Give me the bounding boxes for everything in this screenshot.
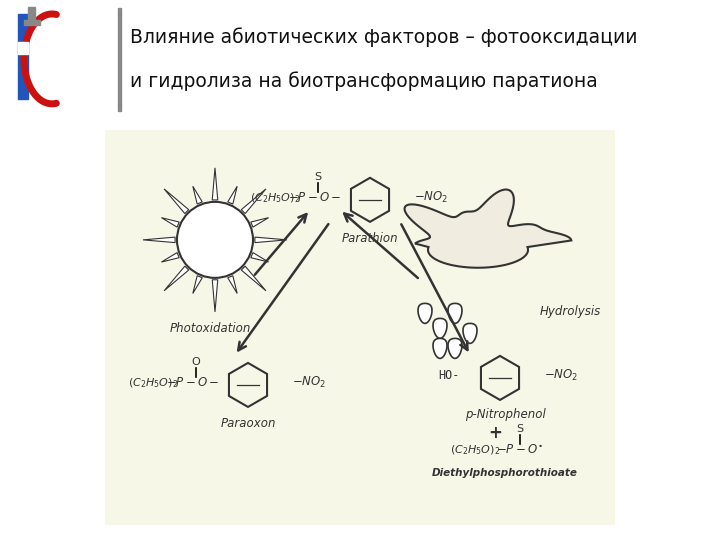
Text: Влияние абиотических факторов – фотооксидации: Влияние абиотических факторов – фотоокси…	[130, 27, 637, 47]
Polygon shape	[228, 276, 237, 293]
Polygon shape	[433, 319, 447, 339]
Text: Diethylphosphorothioate: Diethylphosphorothioate	[432, 468, 578, 478]
Polygon shape	[418, 303, 432, 323]
Bar	[18, 14, 28, 99]
Polygon shape	[228, 186, 237, 204]
Bar	[118, 8, 120, 111]
Text: $-P-O-$: $-P-O-$	[288, 191, 342, 204]
Polygon shape	[405, 190, 572, 268]
Text: $-NO_2$: $-NO_2$	[414, 190, 449, 205]
Bar	[18, 42, 28, 54]
Text: O: O	[192, 357, 200, 367]
Text: $-NO_2$: $-NO_2$	[544, 368, 578, 383]
Polygon shape	[463, 323, 477, 343]
Polygon shape	[433, 339, 447, 359]
Circle shape	[177, 202, 253, 278]
Text: +: +	[488, 424, 502, 442]
Polygon shape	[255, 237, 287, 242]
Bar	[28, 7, 35, 22]
Text: Paraoxon: Paraoxon	[220, 417, 276, 430]
Text: Parathion: Parathion	[342, 232, 398, 245]
Text: Hydrolysis: Hydrolysis	[540, 306, 601, 319]
Text: Photoxidation: Photoxidation	[169, 322, 251, 335]
Polygon shape	[251, 253, 269, 262]
Polygon shape	[164, 266, 189, 291]
Polygon shape	[448, 339, 462, 359]
Polygon shape	[161, 253, 179, 262]
Polygon shape	[143, 237, 175, 242]
Polygon shape	[212, 280, 217, 312]
Text: $(C_2H_5O)_2$: $(C_2H_5O)_2$	[128, 376, 178, 390]
Polygon shape	[193, 276, 202, 293]
Text: S: S	[516, 424, 523, 434]
Text: HO-: HO-	[438, 369, 460, 382]
Polygon shape	[164, 189, 189, 213]
Text: $-P-O^{\bullet}$: $-P-O^{\bullet}$	[496, 443, 544, 456]
Text: $-P-O-$: $-P-O-$	[166, 376, 220, 389]
Text: $-NO_2$: $-NO_2$	[292, 375, 326, 390]
Polygon shape	[161, 218, 179, 227]
Polygon shape	[193, 186, 202, 204]
Text: $(C_2H_5O)_2$: $(C_2H_5O)_2$	[250, 191, 300, 205]
FancyBboxPatch shape	[105, 130, 615, 525]
Polygon shape	[251, 218, 269, 227]
Text: S: S	[315, 172, 322, 182]
Text: $(C_2H_5O)_2$: $(C_2H_5O)_2$	[450, 443, 500, 457]
Polygon shape	[241, 266, 266, 291]
Polygon shape	[241, 189, 266, 213]
Polygon shape	[212, 168, 217, 200]
Text: и гидролиза на биотрансформацию паратиона: и гидролиза на биотрансформацию паратион…	[130, 71, 598, 91]
Text: p-Nitrophenol: p-Nitrophenol	[464, 408, 545, 421]
Polygon shape	[448, 303, 462, 323]
Bar	[24, 20, 40, 25]
